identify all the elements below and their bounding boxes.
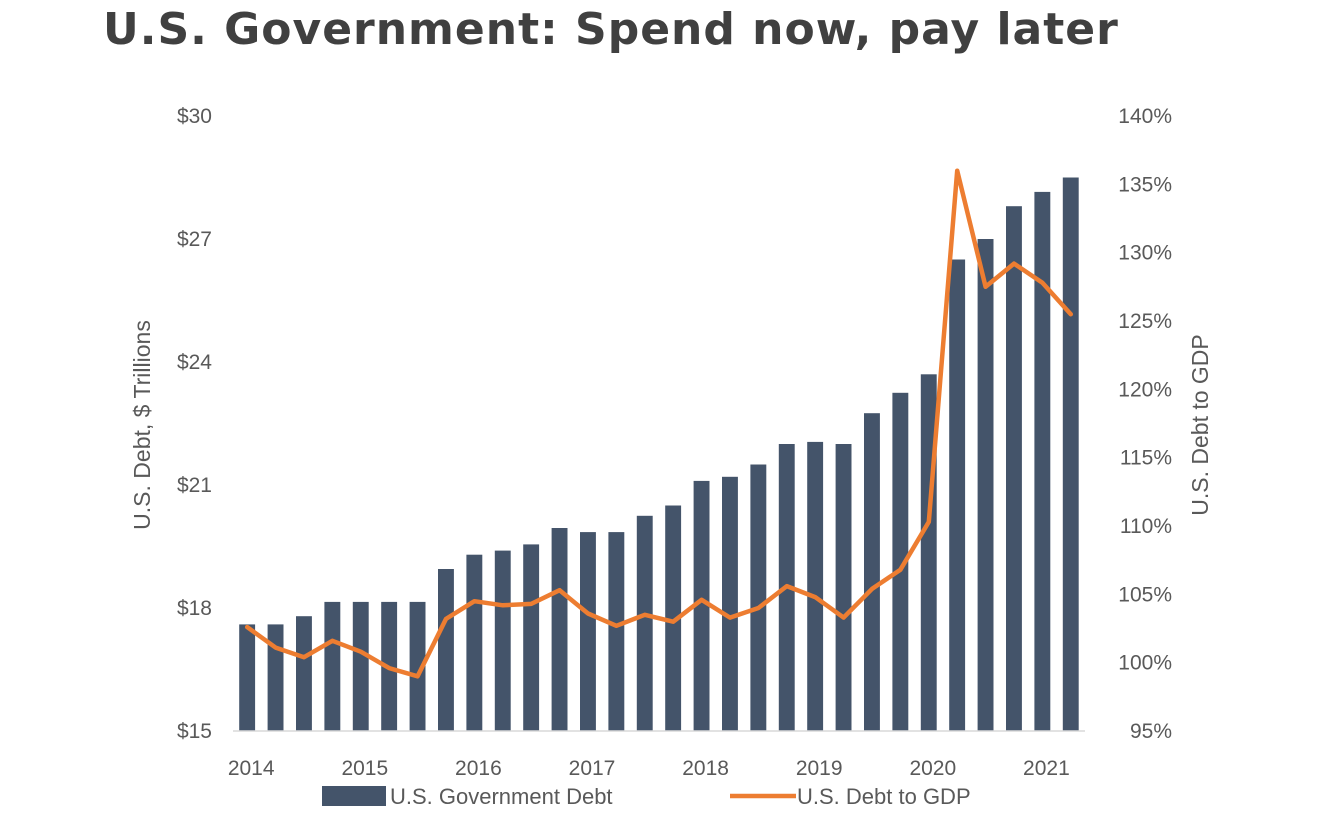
y-right-tick-label: 125% (1118, 310, 1172, 333)
bar (580, 532, 596, 731)
legend: U.S. Government Debt U.S. Debt to GDP (322, 784, 971, 809)
bar (409, 601, 426, 731)
x-tick-label: 2021 (1023, 757, 1070, 780)
bar-series (239, 177, 1079, 732)
y-right-tick-label: 115% (1120, 447, 1172, 470)
bar (324, 601, 341, 731)
bar (665, 505, 682, 731)
y-right-tick-label: 130% (1118, 242, 1172, 265)
y-right-tick-label: 110% (1120, 515, 1172, 538)
bar (722, 476, 738, 731)
bar (608, 532, 625, 731)
x-axis-ticks: 2014 2015 2016 2017 2018 2019 2020 2021 (228, 757, 1070, 780)
y-right-tick-label: 95% (1130, 720, 1172, 743)
y-right-axis-label: U.S. Debt to GDP (1187, 334, 1213, 516)
x-tick-label: 2016 (455, 757, 502, 780)
x-tick-label: 2018 (682, 757, 729, 780)
y-left-tick-label: $30 (177, 105, 212, 128)
x-tick-label: 2017 (569, 757, 616, 780)
bar (636, 515, 653, 732)
x-tick-label: 2015 (341, 757, 388, 780)
y-left-tick-label: $27 (177, 228, 212, 251)
y-left-tick-label: $21 (177, 474, 212, 497)
y-right-tick-label: 135% (1118, 173, 1172, 196)
chart-title: U.S. Government: Spend now, pay later (103, 4, 1119, 55)
y-right-tick-label: 120% (1118, 378, 1172, 401)
bar (835, 444, 852, 731)
line-series-debt-to-gdp (244, 168, 1074, 679)
bar (438, 569, 454, 731)
y-right-tick-label: 100% (1118, 652, 1172, 675)
x-tick-label: 2014 (228, 757, 275, 780)
bar (494, 550, 511, 731)
y-left-tick-label: $18 (177, 597, 212, 620)
y-left-tick-label: $24 (177, 351, 212, 374)
bar (949, 259, 966, 731)
x-tick-label: 2020 (909, 757, 956, 780)
bar (1006, 206, 1022, 731)
bar (551, 528, 568, 731)
bar (693, 480, 710, 731)
bar (1034, 191, 1051, 731)
bar (1062, 177, 1079, 731)
y-left-axis-label: U.S. Debt, $ Trillions (129, 320, 155, 530)
legend-swatch-bars (322, 786, 386, 806)
bar (352, 601, 369, 731)
y-left-tick-label: $15 (177, 720, 212, 743)
bar (977, 239, 994, 731)
legend-label-line: U.S. Debt to GDP (797, 784, 971, 809)
bar (864, 413, 880, 731)
y-left-axis-ticks: $15 $18 $21 $24 $27 $30 (177, 105, 212, 743)
y-right-tick-label: 105% (1118, 583, 1172, 606)
bar (239, 624, 256, 731)
x-tick-label: 2019 (796, 757, 843, 780)
bar (892, 392, 909, 732)
legend-label-bars: U.S. Government Debt (390, 784, 613, 809)
y-right-axis-ticks: 95% 100% 105% 110% 115% 120% 125% 130% 135% 140% (1118, 105, 1172, 743)
bar (750, 464, 767, 731)
bar (296, 616, 312, 731)
bar (523, 544, 540, 731)
bar (807, 441, 824, 731)
y-right-tick-label: 140% (1118, 105, 1172, 128)
bar (466, 554, 483, 731)
bar (267, 624, 284, 731)
